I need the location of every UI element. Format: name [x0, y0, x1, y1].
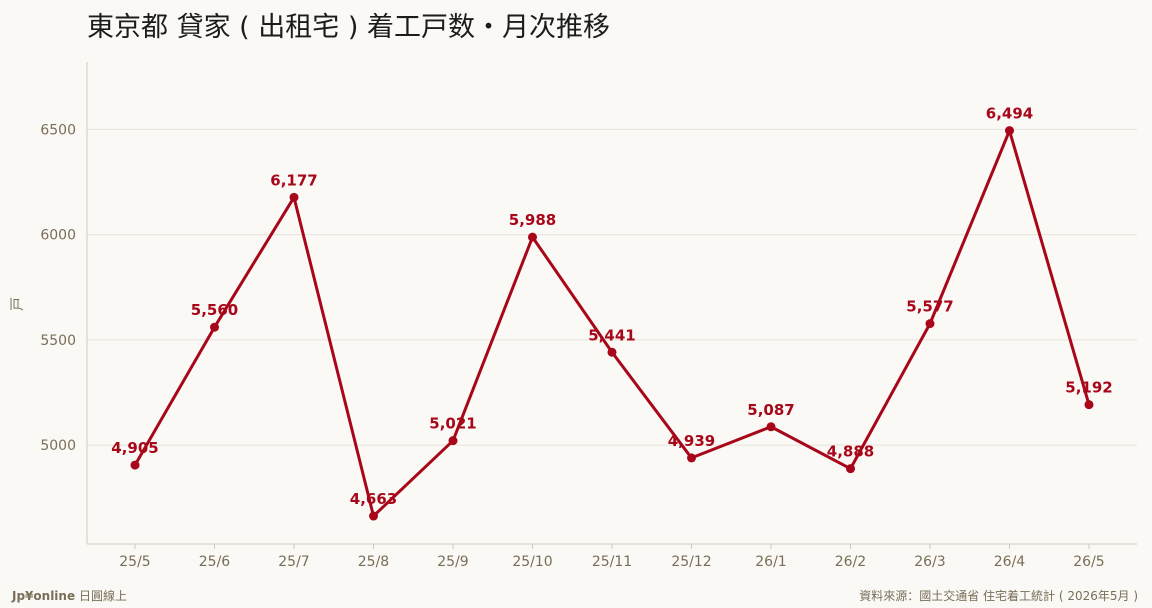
y-tick-label: 6000: [40, 228, 76, 244]
x-tick-label: 25/8: [358, 554, 389, 570]
x-tick-labels: 25/5 25/6 25/7 25/8 25/9 25/10 25/11 25/12 26/1 2…: [119, 544, 1105, 570]
footer-brand: Jp¥online 日圓線上: [12, 587, 127, 604]
x-tick-label: 25/10: [512, 554, 552, 570]
data-label: 5,560: [191, 301, 238, 319]
data-point: [210, 322, 219, 332]
x-tick-label: 26/4: [994, 554, 1026, 570]
x-tick-label: 26/1: [755, 554, 786, 570]
data-label: 4,888: [827, 443, 874, 461]
data-label: 6,177: [270, 171, 317, 189]
data-point: [448, 436, 458, 446]
series: [130, 126, 1094, 521]
data-label: 4,939: [668, 432, 715, 450]
data-point: [925, 319, 935, 329]
data-point: [687, 453, 696, 463]
data-point: [369, 511, 378, 521]
data-point: [846, 464, 855, 474]
x-tick-label: 26/2: [835, 554, 866, 570]
y-tick-label: 5500: [40, 333, 76, 349]
data-label: 5,441: [588, 326, 635, 344]
x-tick-label: 26/5: [1073, 554, 1104, 570]
x-tick-label: 26/3: [914, 554, 945, 570]
chart-title: 東京都 貸家 ( 出租宅 ) 着工戸数・月次推移: [87, 12, 610, 43]
x-tick-label: 25/12: [671, 554, 711, 570]
data-label: 4,663: [350, 490, 397, 508]
x-tick-label: 25/11: [592, 554, 632, 570]
data-point: [289, 192, 299, 202]
data-point: [528, 232, 537, 242]
data-point: [130, 460, 140, 470]
data-label: 5,087: [747, 401, 794, 419]
data-point: [607, 347, 617, 357]
data-point: [1084, 400, 1094, 410]
brand-subtitle: 日圓線上: [78, 589, 127, 603]
data-labels: 4,905 5,560 6,177 4,663 5,021 5,988 5,441 4,939…: [111, 105, 1112, 508]
data-point: [766, 422, 776, 432]
data-label: 4,905: [111, 439, 158, 457]
data-label: 5,021: [429, 415, 476, 433]
x-tick-label: 25/5: [119, 554, 150, 570]
x-tick-label: 25/7: [278, 554, 309, 570]
y-tick-label: 5000: [40, 438, 76, 454]
y-tick-label: 6500: [40, 122, 76, 138]
source-note: 資料來源：國土交通省 住宅着工統計 ( 2026年5月 ): [859, 589, 1138, 603]
data-label: 5,988: [509, 211, 556, 229]
x-tick-label: 25/9: [437, 554, 468, 570]
gridlines: [87, 128, 1137, 446]
x-tick-label: 25/6: [199, 554, 231, 570]
data-point: [1005, 126, 1014, 136]
axes: [86, 62, 1137, 545]
data-label: 6,494: [986, 105, 1033, 123]
y-tick-labels: 5000 5500 6000 6500: [40, 122, 76, 454]
y-axis-label: 戸: [10, 297, 26, 311]
data-label: 5,577: [906, 298, 953, 316]
brand-name: Jp¥online: [12, 589, 76, 603]
data-label: 5,192: [1065, 379, 1112, 397]
